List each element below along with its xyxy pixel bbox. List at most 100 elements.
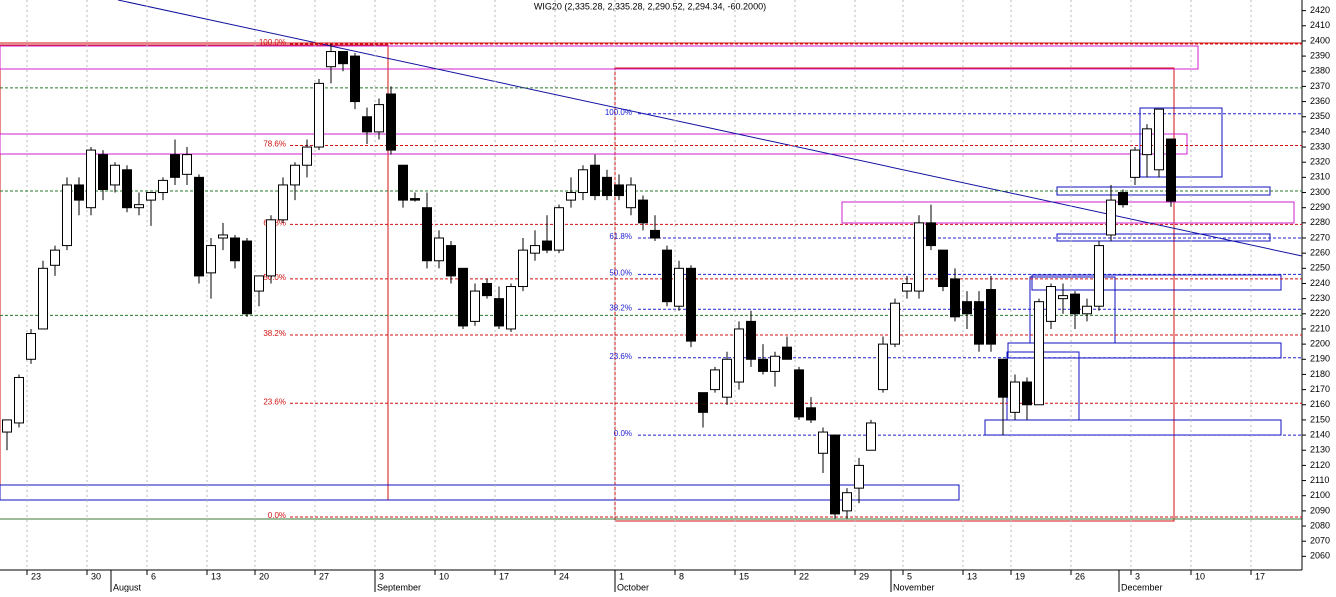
candle-body xyxy=(1166,138,1176,202)
candle-body xyxy=(458,267,468,327)
month-label: August xyxy=(113,582,142,592)
candle-body xyxy=(662,249,672,303)
candle-body xyxy=(98,154,108,190)
y-tick-label: 2270 xyxy=(1310,232,1330,242)
candle-body xyxy=(1106,199,1116,236)
x-tick-label: 26 xyxy=(1075,571,1085,581)
candle-body xyxy=(890,302,900,345)
candle-body xyxy=(506,286,516,330)
fib-label: 78.6% xyxy=(263,140,286,149)
candle-body xyxy=(398,164,408,201)
candle-body xyxy=(62,184,72,247)
candle-body xyxy=(1082,305,1092,315)
month-label: October xyxy=(617,582,649,592)
candle-body xyxy=(1142,128,1152,156)
candle-body xyxy=(494,298,504,327)
candle-body xyxy=(350,55,360,103)
zone-box xyxy=(1056,233,1271,242)
candle-body xyxy=(242,240,252,315)
candle-body xyxy=(602,176,612,197)
candle-body xyxy=(926,222,936,247)
zone-box xyxy=(0,484,960,501)
candle-body xyxy=(998,358,1008,398)
candle-body xyxy=(554,207,564,251)
candle-body xyxy=(230,237,240,262)
candle-body xyxy=(2,419,12,433)
x-tick-label: 8 xyxy=(679,571,684,581)
fib-label: 38.2% xyxy=(609,303,632,312)
candle-body xyxy=(806,407,816,421)
candle-body xyxy=(518,249,528,288)
candle-body xyxy=(1094,245,1104,307)
candle-body xyxy=(782,346,792,360)
range-box xyxy=(614,67,1175,522)
candle-body xyxy=(278,184,288,221)
x-tick-label: 3 xyxy=(379,571,384,581)
candle-body xyxy=(206,245,216,274)
candle-body xyxy=(830,434,840,515)
candle-body xyxy=(74,184,84,201)
y-tick-label: 2260 xyxy=(1310,248,1330,258)
x-tick-label: 22 xyxy=(799,571,809,581)
zone-box xyxy=(1139,107,1223,178)
candle-body xyxy=(866,422,876,451)
y-tick-label: 2070 xyxy=(1310,536,1330,546)
x-tick-label: 27 xyxy=(319,571,329,581)
candle-body xyxy=(1034,301,1044,406)
candle-body xyxy=(134,204,144,209)
x-tick-label: 5 xyxy=(907,571,912,581)
candle-body xyxy=(86,149,96,209)
fib-label: 38.2% xyxy=(263,329,286,338)
y-tick-label: 2200 xyxy=(1310,338,1330,348)
candle-body xyxy=(650,229,660,239)
candle-body xyxy=(1154,108,1164,171)
x-tick-label: 10 xyxy=(1195,571,1205,581)
candle-body xyxy=(626,184,636,209)
y-tick-label: 2340 xyxy=(1310,126,1330,136)
y-tick-label: 2280 xyxy=(1310,217,1330,227)
candle-body xyxy=(710,369,720,391)
y-tick-label: 2400 xyxy=(1310,35,1330,45)
y-tick-label: 2240 xyxy=(1310,278,1330,288)
zone-box xyxy=(1031,274,1282,291)
y-tick-label: 2320 xyxy=(1310,157,1330,167)
month-label: November xyxy=(893,582,935,592)
candle-body xyxy=(974,301,984,345)
candle-body xyxy=(374,104,384,133)
x-tick-label: 30 xyxy=(91,571,101,581)
candle-body xyxy=(1070,293,1080,315)
x-tick-label: 13 xyxy=(967,571,977,581)
candle-body xyxy=(734,328,744,383)
y-tick-label: 2080 xyxy=(1310,520,1330,530)
fib-label: 23.6% xyxy=(609,352,632,361)
candle-body xyxy=(422,207,432,262)
x-tick-label: 17 xyxy=(1255,571,1265,581)
candle-body xyxy=(1010,381,1020,413)
y-tick-label: 2420 xyxy=(1310,5,1330,15)
month-label: September xyxy=(377,582,421,592)
candle-body xyxy=(950,278,960,318)
candle-body xyxy=(530,245,540,254)
candle-body xyxy=(698,392,708,413)
candle-body xyxy=(758,358,768,372)
y-tick-label: 2110 xyxy=(1310,475,1329,485)
candle-body xyxy=(1058,295,1068,300)
y-tick-label: 2290 xyxy=(1310,202,1330,212)
zone-box xyxy=(1029,276,1116,344)
y-tick-label: 2300 xyxy=(1310,187,1330,197)
y-tick-label: 2150 xyxy=(1310,414,1330,424)
y-tick-label: 2390 xyxy=(1310,50,1330,60)
candle-body xyxy=(674,267,684,307)
candle-body xyxy=(842,492,852,512)
candle-body xyxy=(170,154,180,178)
candle-body xyxy=(314,82,324,148)
fib-label: 100.0% xyxy=(605,108,632,117)
candle-body xyxy=(50,249,60,266)
candle-body xyxy=(434,237,444,262)
candle-body xyxy=(722,358,732,398)
y-tick-label: 2250 xyxy=(1310,263,1330,273)
candle-body xyxy=(302,146,312,166)
candle-body xyxy=(794,369,804,418)
y-tick-label: 2060 xyxy=(1310,551,1330,561)
x-tick-label: 24 xyxy=(559,571,569,581)
